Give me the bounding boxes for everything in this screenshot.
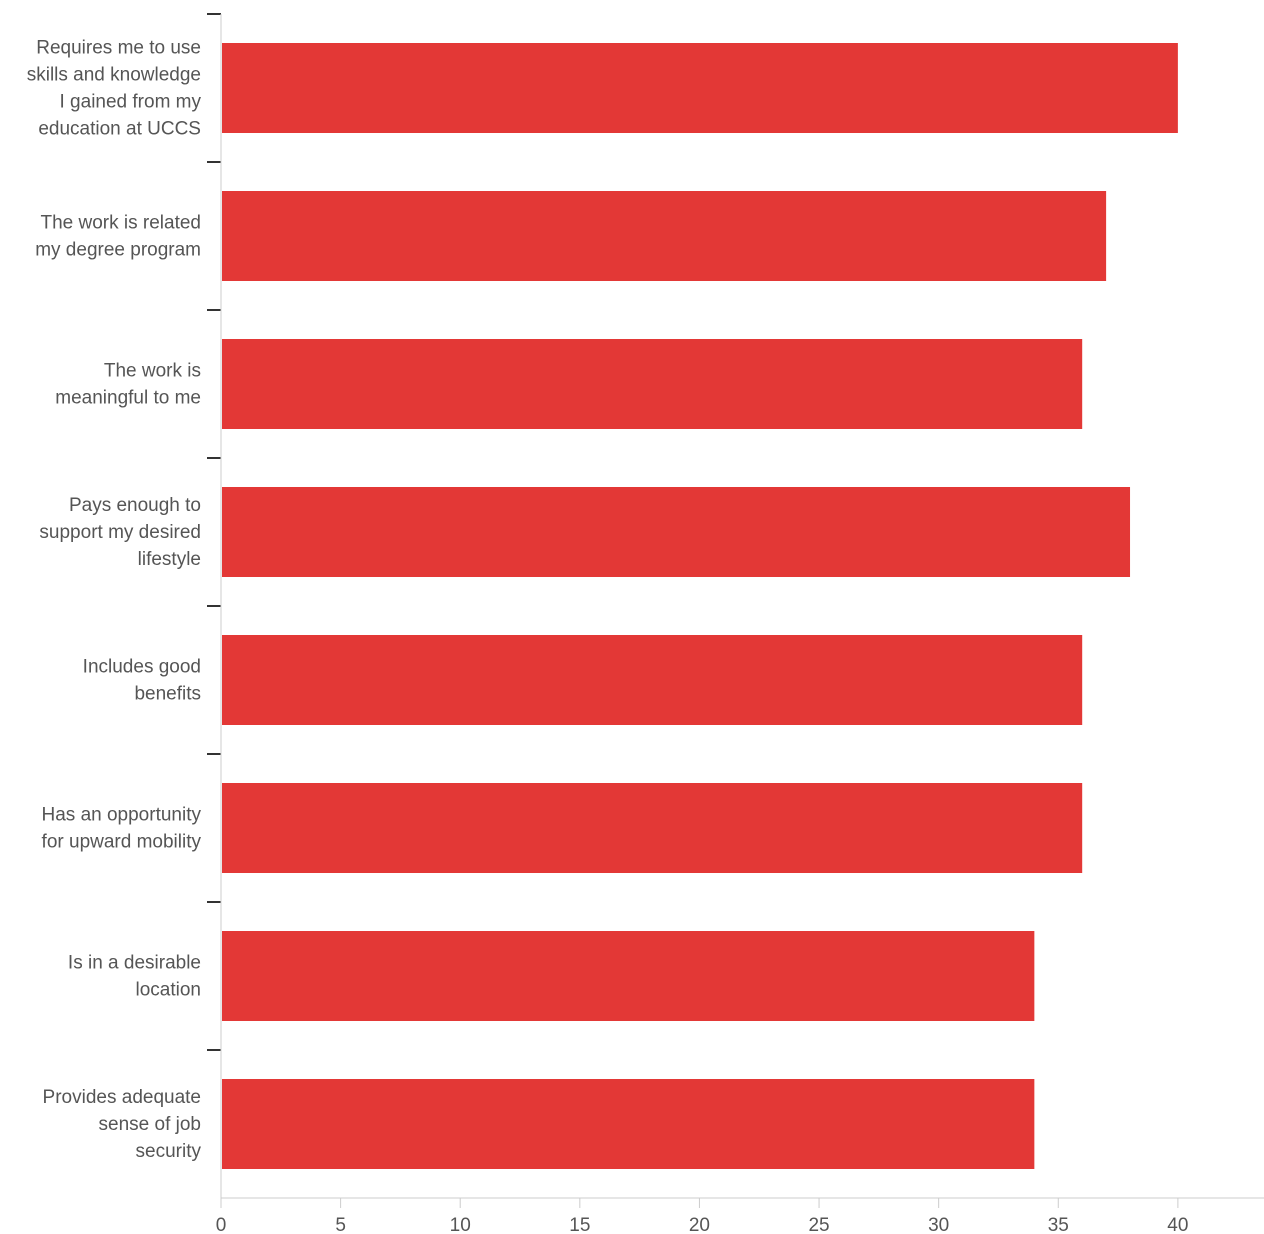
category-label: Requires me to use: [36, 38, 201, 59]
category-label: my degree program: [35, 240, 201, 261]
bar: [222, 931, 1035, 1021]
x-tick-label: 10: [450, 1215, 471, 1234]
category-label: The work is related: [40, 213, 201, 234]
category-label: Includes good: [83, 657, 201, 678]
category-labels-group: Requires me to use skills and knowledge I …: [27, 38, 202, 1163]
category-ticks-group: [207, 13, 221, 1051]
category-label: Is in a desirable: [68, 953, 201, 974]
category-label: location: [136, 980, 202, 1001]
bars-group: [222, 43, 1178, 1169]
x-ticks-group: 0 5 10 15 20 25 30 35 40: [216, 1198, 1188, 1234]
category-label: Has an opportunity: [42, 805, 202, 826]
category-label: support my desired: [39, 522, 201, 543]
x-tick-label: 20: [689, 1215, 710, 1234]
bar: [222, 1079, 1035, 1169]
x-tick-label: 30: [928, 1215, 949, 1234]
x-tick-label: 15: [569, 1215, 590, 1234]
category-label: The work is: [104, 361, 201, 382]
category-label: Provides adequate: [43, 1087, 201, 1108]
category-label: security: [136, 1141, 202, 1162]
x-tick-label: 40: [1167, 1215, 1188, 1234]
category-label: education at UCCS: [38, 119, 201, 140]
category-label: Pays enough to: [69, 495, 201, 516]
category-label: for upward mobility: [42, 832, 202, 853]
category-label: skills and knowledge: [27, 65, 201, 86]
bar: [222, 635, 1083, 725]
category-label: meaningful to me: [55, 388, 201, 409]
bar: [222, 783, 1083, 873]
category-label: benefits: [134, 684, 201, 705]
bar: [222, 487, 1131, 577]
x-tick-label: 5: [335, 1215, 346, 1234]
category-label: sense of job: [99, 1114, 201, 1135]
category-label: I gained from my: [60, 92, 202, 113]
x-tick-label: 25: [808, 1215, 829, 1234]
category-label: lifestyle: [138, 549, 201, 570]
x-tick-label: 35: [1048, 1215, 1069, 1234]
x-tick-label: 0: [216, 1215, 227, 1234]
bar: [222, 339, 1083, 429]
bar: [222, 43, 1178, 133]
bar: [222, 191, 1107, 281]
